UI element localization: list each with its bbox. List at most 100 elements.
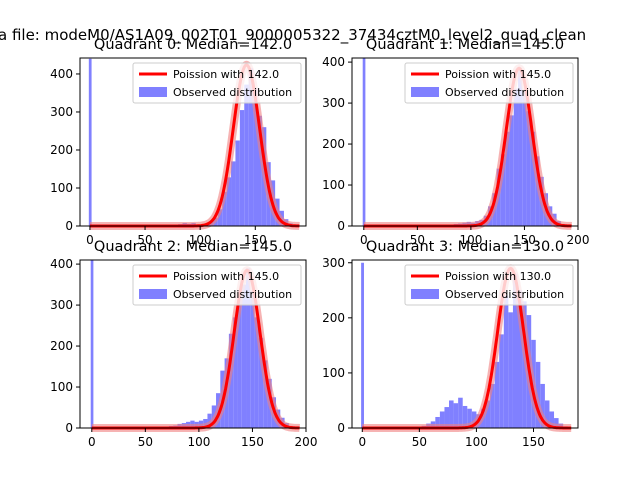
y-tick-label: 300	[322, 96, 345, 110]
x-tick-label: 0	[86, 233, 94, 247]
histogram-bar	[505, 131, 510, 226]
histogram-bar	[444, 407, 450, 428]
legend: Poission with 145.0 Observed distribution	[132, 264, 302, 306]
axes-frame	[79, 259, 307, 429]
y-tick-label: 400	[322, 55, 345, 69]
histogram-bar	[253, 88, 258, 226]
axes-frame	[351, 57, 579, 227]
histogram-bar	[217, 209, 223, 226]
legend-label-observed: Observed distribution	[445, 288, 564, 301]
subplot-quadrant-1: Quadrant 1: Median=145.0 0 50 100 150 200 0 100…	[322, 37, 589, 247]
histogram-bar	[513, 88, 519, 226]
y-tick-label: 200	[50, 339, 73, 353]
legend-label-observed: Observed distribution	[173, 86, 292, 99]
legend-label-observed: Observed distribution	[445, 86, 564, 99]
x-tick-label: 100	[459, 233, 482, 247]
histogram-bar	[239, 110, 245, 226]
histogram-bar	[535, 361, 541, 428]
x-tick-label: 50	[137, 233, 152, 247]
histogram-bar-zero	[361, 262, 364, 428]
histogram-bar	[499, 334, 504, 428]
histogram-bar	[544, 400, 550, 428]
histogram-bar	[500, 154, 506, 226]
histogram-bar	[250, 290, 255, 428]
histogram-bar	[258, 337, 264, 428]
legend-box	[404, 264, 574, 306]
subplot-title: Quadrant 0: Median=142.0	[94, 37, 292, 53]
histogram-bar	[503, 295, 509, 428]
subplot-quadrant-3: Quadrant 3: Median=130.0 0 50 100 150 0 100 200…	[322, 239, 579, 449]
histogram-bar	[257, 115, 262, 226]
histogram-bar	[233, 317, 238, 428]
y-tick-label: 100	[50, 181, 73, 195]
x-tick-label: 100	[465, 435, 488, 449]
histogram-bar	[453, 403, 459, 428]
histogram-bar	[530, 131, 536, 226]
histogram-bar	[554, 418, 559, 428]
legend-label-poisson: Poission with 145.0	[173, 270, 279, 283]
axes-frame	[79, 57, 307, 227]
subplot-title: Quadrant 3: Median=130.0	[366, 239, 564, 255]
histogram-bar	[263, 360, 268, 428]
y-tick-label: 300	[322, 256, 345, 270]
x-tick-label: 100	[187, 435, 210, 449]
legend-box	[132, 62, 302, 104]
histogram-bar	[439, 411, 445, 428]
histogram-bar	[244, 84, 249, 226]
y-tick-label: 200	[50, 143, 73, 157]
histogram-bar	[226, 177, 232, 226]
histogram-bar	[435, 416, 440, 428]
y-tick-label: 400	[50, 257, 73, 271]
subplot-title: Quadrant 2: Median=145.0	[94, 239, 292, 255]
histogram-bar-zero	[88, 58, 92, 227]
legend-box	[132, 264, 302, 306]
x-tick-label: 0	[88, 435, 96, 449]
x-tick-label: 200	[295, 435, 318, 449]
figure-suptitle: a file: modeM0/AS1A09_002T01_9000005322_…	[0, 26, 586, 45]
y-tick-label: 0	[65, 219, 73, 233]
x-tick-label: 0	[360, 233, 368, 247]
histogram-bar	[526, 111, 531, 226]
x-tick-label: 100	[189, 233, 212, 247]
histogram-bar	[241, 284, 247, 428]
histogram-bar	[462, 405, 468, 428]
histogram-bar	[246, 268, 251, 428]
histogram-bar	[508, 312, 513, 428]
histogram-bar	[490, 383, 495, 428]
histogram-bar	[549, 411, 555, 428]
x-tick-label: 50	[412, 435, 427, 449]
legend-label-observed: Observed distribution	[173, 288, 292, 301]
histogram-bar	[535, 156, 540, 226]
histogram-bar	[248, 68, 254, 226]
y-tick-label: 0	[337, 421, 345, 435]
histogram-bar	[458, 397, 463, 428]
x-tick-label: 50	[410, 233, 425, 247]
y-tick-label: 100	[50, 380, 73, 394]
histogram-bar	[517, 290, 523, 428]
y-tick-label: 200	[322, 311, 345, 325]
legend: Poission with 130.0 Observed distribution	[404, 264, 574, 306]
y-tick-label: 300	[50, 105, 73, 119]
histogram-bar	[254, 317, 259, 428]
legend-label-poisson: Poission with 142.0	[173, 68, 279, 81]
histogram-bar	[207, 413, 212, 428]
subplot-title: Quadrant 1: Median=145.0	[366, 37, 564, 53]
y-tick-label: 100	[322, 366, 345, 380]
axes-frame	[351, 259, 579, 429]
legend-swatch-observed	[139, 87, 167, 97]
subplot-quadrant-0: Quadrant 0: Median=142.0 0 50 100 150 0 100 200…	[50, 37, 307, 247]
histogram-bar	[512, 273, 518, 428]
x-tick-label: 50	[138, 435, 153, 449]
subplot-quadrant-2: Quadrant 2: Median=145.0 0 50 100 150 200 0 100…	[50, 239, 317, 449]
legend-swatch-observed	[411, 87, 439, 97]
legend: Poission with 142.0 Observed distribution	[132, 62, 302, 104]
histogram-bar	[449, 400, 454, 428]
legend-swatch-observed	[411, 289, 439, 299]
histogram-bar	[222, 191, 227, 226]
histogram-bar	[235, 140, 240, 226]
histogram-bar	[494, 361, 500, 428]
y-tick-label: 0	[337, 219, 345, 233]
legend-label-poisson: Poission with 130.0	[445, 270, 551, 283]
x-tick-label: 150	[244, 233, 267, 247]
